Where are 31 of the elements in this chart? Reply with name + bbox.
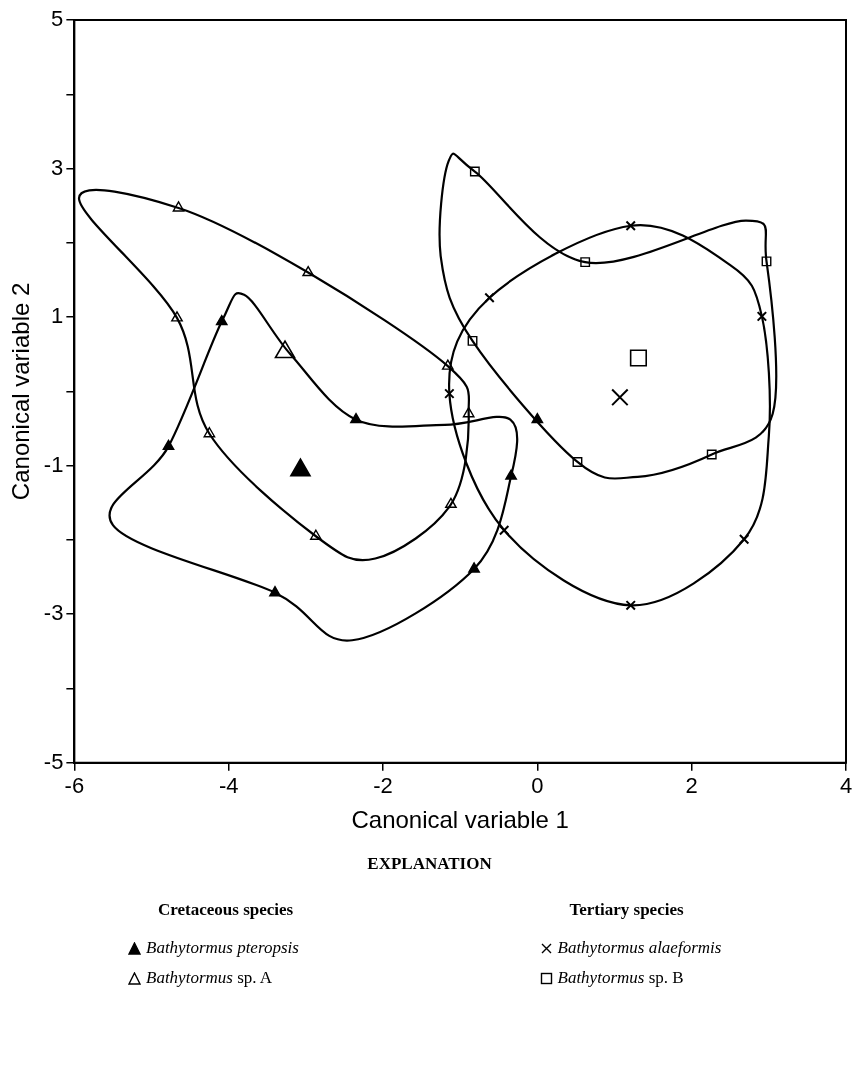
y-tick-label: -1: [43, 451, 64, 477]
point: [756, 311, 768, 322]
y-tick-label: -3: [43, 600, 64, 626]
x-tick-label: 2: [685, 773, 698, 799]
x-tick-label: -6: [64, 773, 85, 799]
point: [484, 292, 495, 304]
y-tick-label: -5: [43, 748, 64, 774]
point: [625, 220, 636, 231]
y-axis-title: Canonical variable 2: [7, 282, 35, 501]
text: Tertiary species: [569, 900, 685, 920]
point: [444, 388, 455, 399]
point: [498, 525, 510, 536]
legend-title: EXPLANATION: [366, 854, 493, 874]
point: [290, 458, 311, 477]
y-tick-label: 5: [51, 6, 64, 32]
x-tick-label: 4: [839, 773, 853, 799]
x-tick-label: -2: [373, 773, 393, 799]
text: Cretaceous species: [158, 900, 295, 920]
y-tick-label: 1: [51, 303, 64, 329]
legend-label: Bathytormus sp. B: [557, 968, 684, 987]
x-tick-label: 0: [531, 773, 544, 799]
x-axis-title: Canonical variable 1: [351, 806, 569, 834]
point: [625, 600, 636, 611]
point: [629, 349, 648, 367]
y-tick-label: 3: [51, 154, 64, 180]
point: [738, 533, 750, 545]
legend-label: Bathytormus alaeformis: [557, 938, 722, 957]
x-tick-label: -4: [218, 773, 239, 799]
legend-label: Bathytormus sp. A: [146, 968, 273, 987]
point: [611, 388, 629, 407]
legend-label: Bathytormus pteropsis: [146, 938, 299, 957]
